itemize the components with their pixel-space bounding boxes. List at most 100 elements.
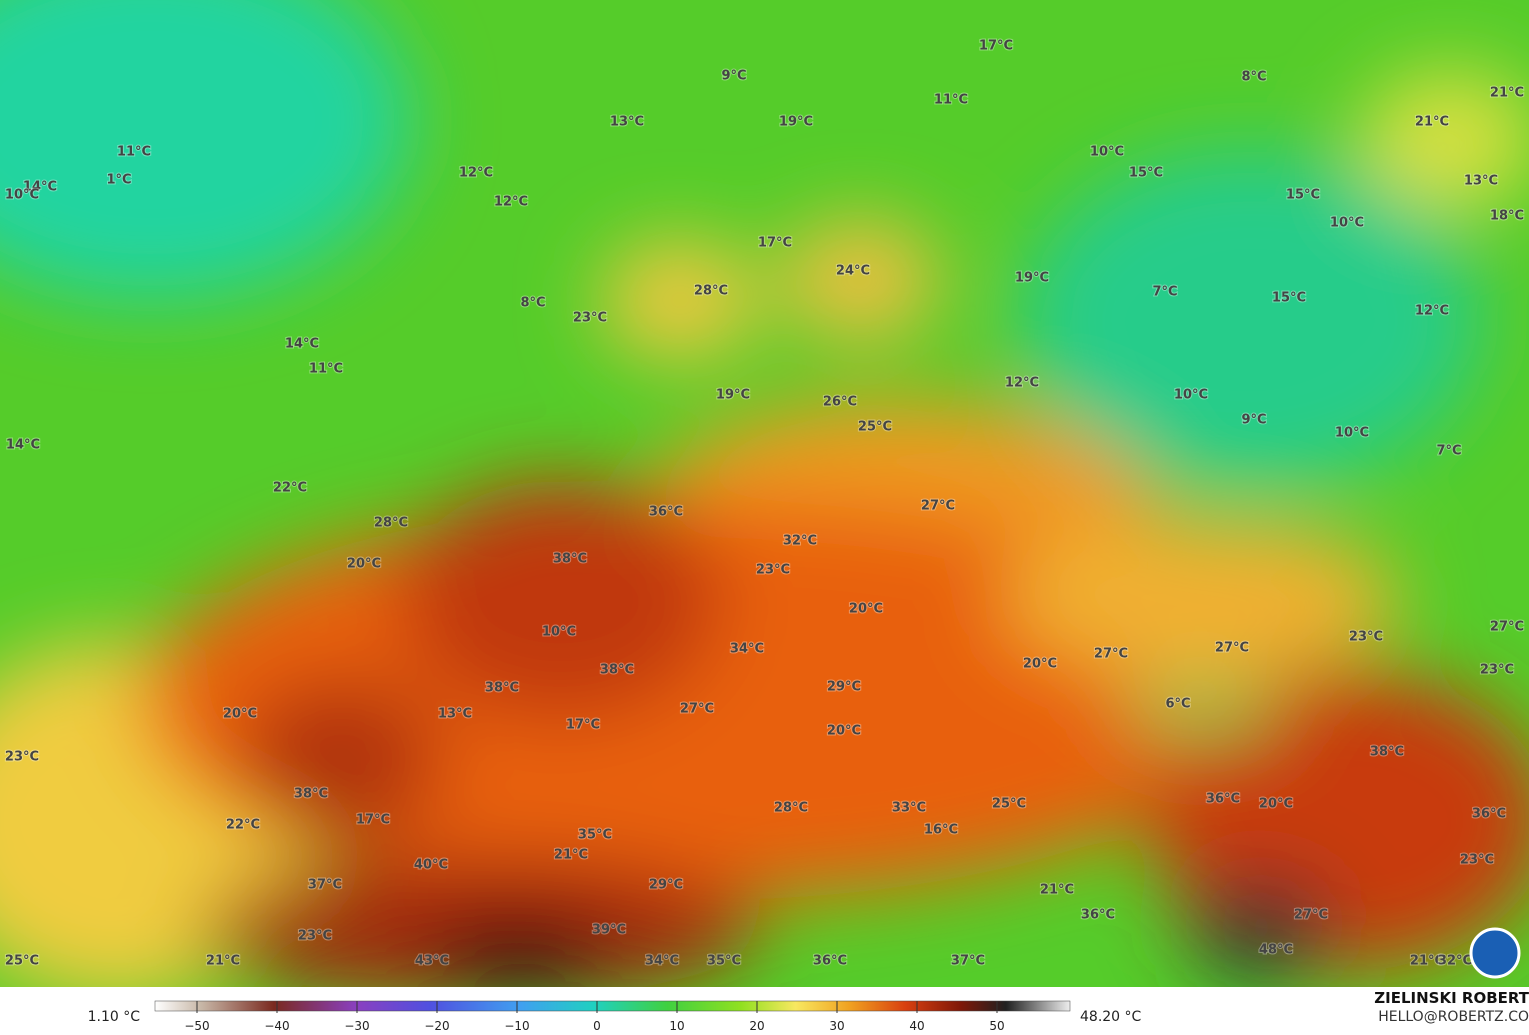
temp-label: 29°C	[827, 680, 861, 695]
temp-label: 27°C	[1215, 641, 1249, 656]
temp-label: 33°C	[892, 801, 926, 816]
temp-label: 13°C	[438, 707, 472, 722]
temp-label: 11°C	[309, 362, 343, 377]
colorbar	[154, 1000, 1071, 1012]
temp-label: 20°C	[223, 707, 257, 722]
temp-label: 14°C	[285, 337, 319, 352]
temp-label: 10°C	[5, 188, 39, 203]
temp-label: 21°C	[1490, 86, 1524, 101]
temp-label: 18°C	[1490, 209, 1524, 224]
colorbar-tick-label: −20	[424, 1019, 449, 1033]
temp-label: 7°C	[1152, 285, 1177, 300]
temp-label: 12°C	[494, 195, 528, 210]
temp-label: 43°C	[415, 954, 449, 969]
temp-label: 36°C	[649, 505, 683, 520]
temp-label: 17°C	[356, 813, 390, 828]
noaa-logo	[1469, 927, 1521, 979]
colorbar-tick-label: 30	[829, 1019, 844, 1033]
temp-label: 27°C	[680, 702, 714, 717]
temp-label: 38°C	[600, 663, 634, 678]
temp-label: 27°C	[921, 499, 955, 514]
temp-label: 22°C	[273, 481, 307, 496]
temp-label: 38°C	[553, 552, 587, 567]
temp-label: 25°C	[5, 954, 39, 969]
temp-label: 9°C	[1241, 413, 1266, 428]
temp-label: 8°C	[1241, 70, 1266, 85]
temp-label: 32°C	[783, 534, 817, 549]
temp-label: 14°C	[23, 180, 57, 195]
temp-label: 8°C	[520, 296, 545, 311]
temp-label: 20°C	[1023, 657, 1057, 672]
temp-label: 28°C	[774, 801, 808, 816]
temp-label: 28°C	[694, 284, 728, 299]
colorbar-tick-label: −30	[344, 1019, 369, 1033]
credit-name: ZIELINSKI ROBERT	[1374, 989, 1529, 1007]
temp-label: 15°C	[1286, 188, 1320, 203]
temp-label: 11°C	[117, 145, 151, 160]
colorbar-tick-label: 20	[749, 1019, 764, 1033]
temp-label: 37°C	[951, 954, 985, 969]
temp-label: 23°C	[756, 563, 790, 578]
temp-label: 21°C	[1410, 954, 1444, 969]
temp-label: 13°C	[1464, 174, 1498, 189]
temp-label: 36°C	[1081, 908, 1115, 923]
temp-label: 17°C	[566, 718, 600, 733]
temp-label: 17°C	[979, 39, 1013, 54]
colorbar-tick-label: 10	[669, 1019, 684, 1033]
temp-label: 21°C	[206, 954, 240, 969]
temp-label: 13°C	[610, 115, 644, 130]
temp-label: 10°C	[542, 625, 576, 640]
temp-label: 23°C	[1349, 630, 1383, 645]
temp-label: 17°C	[758, 236, 792, 251]
temp-label: 38°C	[1370, 745, 1404, 760]
temp-label: 12°C	[1415, 304, 1449, 319]
temp-label: 26°C	[823, 395, 857, 410]
temp-label: 23°C	[1480, 663, 1514, 678]
temp-label: 48°C	[1259, 943, 1293, 958]
temp-label: 27°C	[1294, 908, 1328, 923]
temp-label: 39°C	[592, 923, 626, 938]
temp-label: 35°C	[578, 828, 612, 843]
temp-label: 25°C	[992, 797, 1026, 812]
credit-email: HELLO@ROBERTZ.CO	[1378, 1009, 1529, 1025]
colorbar-tick-label: −50	[184, 1019, 209, 1033]
temp-label: 20°C	[827, 724, 861, 739]
max-label: 48.20 °C	[1080, 1009, 1142, 1025]
temp-label: 25°C	[858, 420, 892, 435]
temp-label: 19°C	[1015, 271, 1049, 286]
temp-label: 12°C	[1005, 376, 1039, 391]
temp-label: 19°C	[716, 388, 750, 403]
temp-label: 32°C	[1438, 954, 1472, 969]
temp-label: 20°C	[347, 557, 381, 572]
temp-label: 34°C	[645, 954, 679, 969]
colorbar-ticks: −50 −40 −30 −20 −10 0 10 20 30 40 50	[184, 1001, 1005, 1033]
temp-label: 37°C	[308, 878, 342, 893]
colorbar-tick-label: −10	[504, 1019, 529, 1033]
temperature-labels: 17°C 8°C 21°C 9°C 11°C 21°C 13°C 19°C 11°C 10°C 15…	[4, 38, 1525, 970]
colorbar-tick-label: −40	[264, 1019, 289, 1033]
temp-label: 35°C	[707, 954, 741, 969]
temp-label: 21°C	[554, 848, 588, 863]
temperature-field	[0, 0, 1529, 987]
temp-label: 1°C	[106, 173, 131, 188]
temp-label: 12°C	[459, 166, 493, 181]
temp-label: 15°C	[1272, 291, 1306, 306]
temp-label: 11°C	[934, 93, 968, 108]
temp-label: 23°C	[5, 750, 39, 765]
temp-label: 16°C	[924, 823, 958, 838]
temp-label: 23°C	[298, 929, 332, 944]
temp-label: 36°C	[1472, 807, 1506, 822]
colorbar-tick-label: 0	[593, 1019, 601, 1033]
temp-label: 34°C	[730, 642, 764, 657]
colorbar-tick-label: 50	[989, 1019, 1004, 1033]
temp-label: 36°C	[1206, 792, 1240, 807]
temp-label: 7°C	[1436, 444, 1461, 459]
temp-label: 14°C	[6, 438, 40, 453]
temp-label: 38°C	[294, 787, 328, 802]
temp-label: 10°C	[1330, 216, 1364, 231]
temp-label: 21°C	[1040, 883, 1074, 898]
min-label: 1.10 °C	[88, 1009, 141, 1025]
temp-label: 10°C	[1090, 145, 1124, 160]
temp-label: 20°C	[849, 602, 883, 617]
